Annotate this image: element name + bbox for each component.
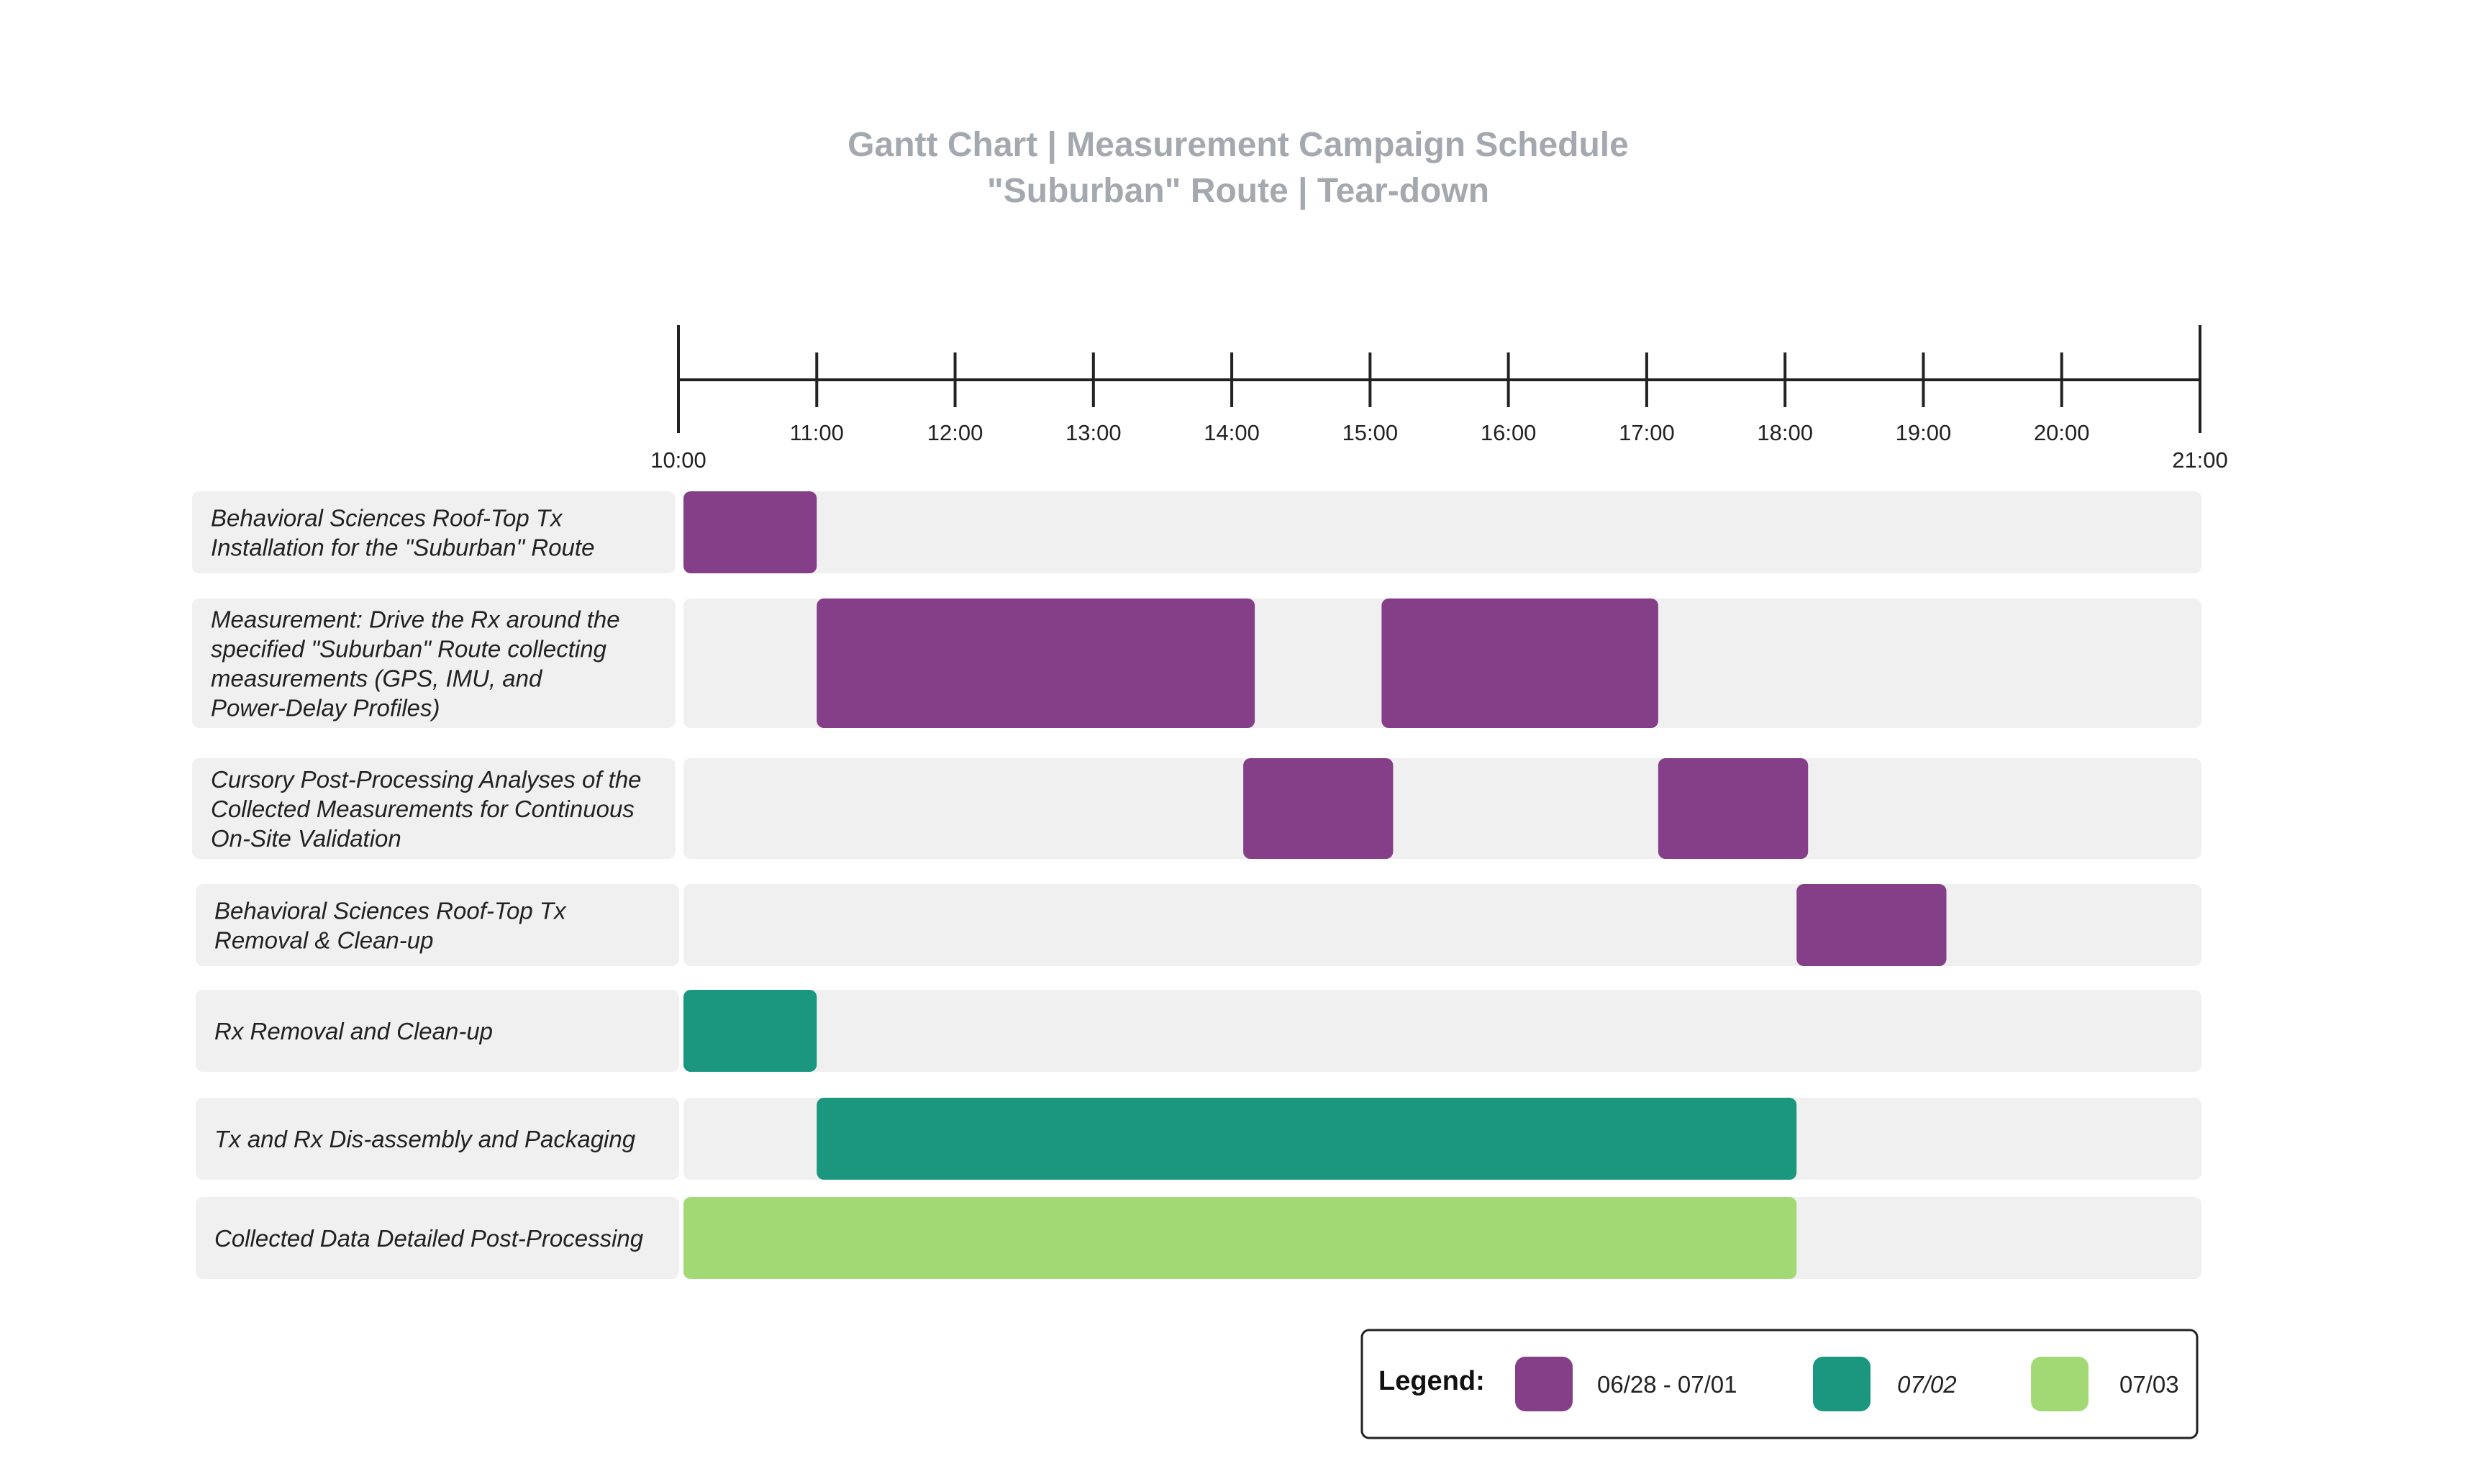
task-label: Removal & Clean-up [214, 927, 433, 954]
task-label: specified "Suburban" Route collecting [211, 636, 607, 663]
axis-tick-label: 17:00 [1619, 420, 1675, 445]
task-row: Behavioral Sciences Roof-Top TxInstallat… [192, 491, 2201, 573]
legend-box [1360, 1329, 2199, 1439]
legend-label: 07/03 [2119, 1371, 2179, 1398]
legend-swatch [1515, 1357, 1573, 1411]
legend-label: 06/28 - 07/01 [1597, 1371, 1737, 1398]
axis-tick-label: 20:00 [2034, 420, 2090, 445]
task-track-background [683, 884, 2201, 966]
task-label: Cursory Post-Processing Analyses of the [211, 766, 642, 793]
task-label-background [192, 598, 676, 728]
task-label: On-Site Validation [211, 825, 401, 852]
axis-tick-label: 11:00 [790, 420, 844, 445]
task-row: Tx and Rx Dis-assembly and Packaging [196, 1098, 2201, 1180]
axis-tick-label: 15:00 [1342, 420, 1399, 445]
legend: Legend: 06/28 - 07/01 07/02 07/03 [1360, 1329, 2199, 1439]
task-label: Measurement: Drive the Rx around the [211, 606, 620, 633]
axis-tick-label: 10:00 [650, 447, 706, 473]
task-label-background [196, 990, 679, 1072]
gantt-bar [1658, 758, 1809, 859]
task-label: measurements (GPS, IMU, and [211, 665, 543, 692]
task-label: Power-Delay Profiles) [211, 695, 440, 721]
gantt-bar [683, 491, 817, 573]
task-row: Rx Removal and Clean-up [196, 990, 2201, 1072]
task-label: Behavioral Sciences Roof-Top Tx [214, 898, 567, 924]
gantt-bar [1796, 884, 1947, 966]
task-label: Rx Removal and Clean-up [214, 1018, 493, 1044]
task-label: Collected Data Detailed Post-Processing [214, 1225, 644, 1252]
chart-title: Gantt Chart | Measurement Campaign Sched… [847, 126, 1629, 210]
gantt-bar [1381, 598, 1658, 728]
legend-label: 07/02 [1897, 1371, 1957, 1398]
task-rows: Behavioral Sciences Roof-Top TxInstallat… [192, 491, 2201, 1279]
legend-swatch [2031, 1357, 2089, 1411]
legend-swatch [1813, 1357, 1871, 1411]
axis-tick-label: 18:00 [1757, 420, 1813, 445]
task-label: Installation for the "Suburban" Route [211, 534, 594, 561]
gantt-bar [817, 598, 1255, 728]
task-row: Measurement: Drive the Rx around the spec… [192, 598, 2201, 728]
task-label: Collected Measurements for Continuous [211, 796, 635, 822]
gantt-bar [817, 1098, 1797, 1180]
task-label-background [196, 884, 679, 966]
task-label-background [196, 1098, 679, 1180]
task-row: Collected Data Detailed Post-Processing [196, 1197, 2201, 1279]
task-track-background [683, 758, 2201, 859]
task-row: Behavioral Sciences Roof-Top Tx Removal &… [196, 884, 2201, 966]
axis-tick-label: 19:00 [1896, 420, 1952, 445]
gantt-bar [683, 990, 817, 1072]
legend-title: Legend: [1378, 1366, 1485, 1396]
axis-tick-label: 12:00 [927, 420, 983, 445]
task-label: Behavioral Sciences Roof-Top Tx [211, 505, 563, 532]
task-track-background [683, 990, 2201, 1072]
chart-title-line: Gantt Chart | Measurement Campaign Sched… [847, 126, 1629, 164]
task-label: Tx and Rx Dis-assembly and Packaging [214, 1126, 636, 1152]
gantt-bar [1243, 758, 1394, 859]
axis-tick-label: 16:00 [1481, 420, 1537, 445]
chart-title-line: "Suburban" Route | Tear-down [987, 172, 1489, 210]
axis-tick-label: 13:00 [1065, 420, 1122, 445]
task-label-background [192, 491, 676, 573]
task-label-background [196, 1197, 679, 1279]
axis-tick-label: 21:00 [2172, 447, 2228, 473]
axis-tick-label: 14:00 [1204, 420, 1260, 445]
task-track-background [683, 491, 2201, 573]
task-label-background [192, 758, 676, 859]
task-row: Cursory Post-Processing Analyses of the C… [192, 758, 2201, 859]
gantt-bar [683, 1197, 1797, 1279]
time-axis: 10:00 11:00 12:00 13:00 14:00 15:00 16:00 17:00… [650, 325, 2228, 473]
